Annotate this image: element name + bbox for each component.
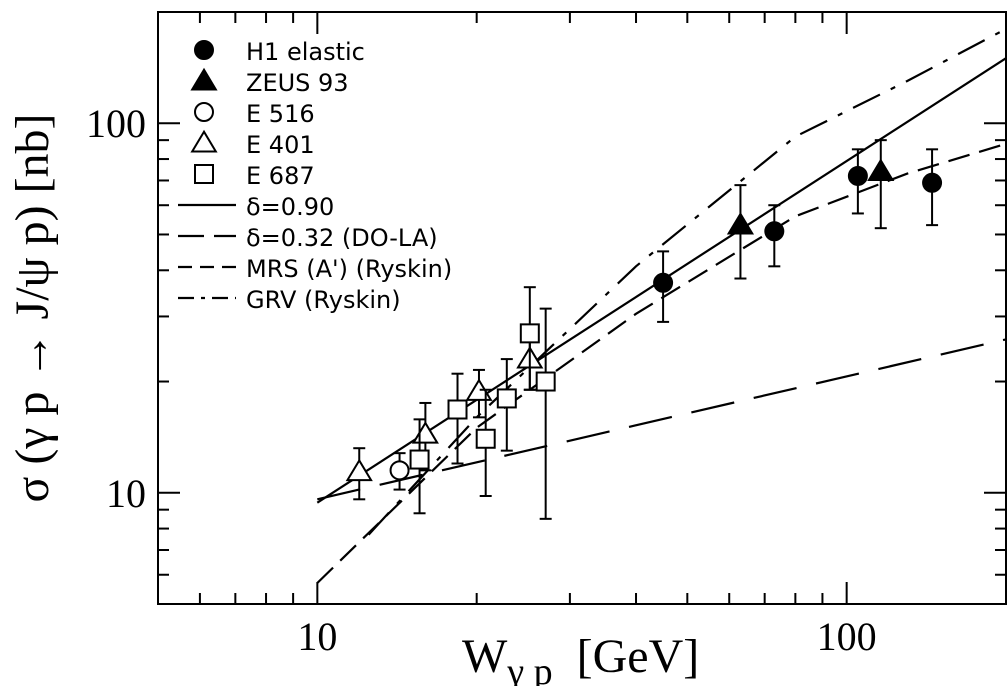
x-axis-title: Wγ p [GeV] xyxy=(462,630,699,686)
data-point xyxy=(345,458,373,482)
model-curves xyxy=(316,27,1007,584)
data-point xyxy=(475,428,496,449)
data-point xyxy=(411,421,439,444)
curve-line xyxy=(317,338,1007,501)
data-point xyxy=(653,272,674,293)
legend-label: δ=0.90 xyxy=(246,193,334,221)
curve-line xyxy=(316,142,1007,584)
legend-label: E 687 xyxy=(246,162,315,190)
data-point xyxy=(409,449,430,470)
legend-label: H1 elastic xyxy=(246,38,365,66)
data-point xyxy=(389,460,410,481)
data-point xyxy=(847,165,868,186)
data-point xyxy=(194,164,214,184)
y-tick-label: 100 xyxy=(86,101,146,146)
data-point xyxy=(194,40,214,60)
data-points xyxy=(345,139,943,520)
data-point xyxy=(190,129,218,153)
legend-label: GRV (Ryskin) xyxy=(246,286,401,314)
data-point xyxy=(447,399,468,420)
legend-label: E 516 xyxy=(246,100,315,128)
data-point xyxy=(519,323,540,344)
tick-labels: 10 100 10 100 xyxy=(86,101,877,659)
data-point xyxy=(867,158,895,181)
curve-line xyxy=(367,27,1007,536)
data-point xyxy=(535,371,556,392)
data-point xyxy=(922,172,943,193)
axis-ticks xyxy=(157,11,1007,605)
data-point xyxy=(764,221,785,242)
x-tick-label: 100 xyxy=(817,614,877,659)
data-point xyxy=(190,67,218,91)
plot-frame xyxy=(157,11,1007,605)
legend-label: E 401 xyxy=(246,131,315,159)
y-axis-title: σ (γ p → J/ψ p) [nb] xyxy=(6,113,59,502)
legend-label: ZEUS 93 xyxy=(246,69,349,97)
legend-label: MRS (A') (Ryskin) xyxy=(246,255,452,283)
data-point xyxy=(726,211,755,235)
y-tick-label: 10 xyxy=(106,471,146,516)
x-tick-label: 10 xyxy=(297,614,337,659)
data-point xyxy=(496,388,517,409)
legend-label: δ=0.32 (DO-LA) xyxy=(246,224,438,252)
legend: H1 elastic ZEUS 93 E 516 E 401 E 687 δ=0.90 δ=… xyxy=(178,38,452,314)
data-point xyxy=(194,102,214,122)
